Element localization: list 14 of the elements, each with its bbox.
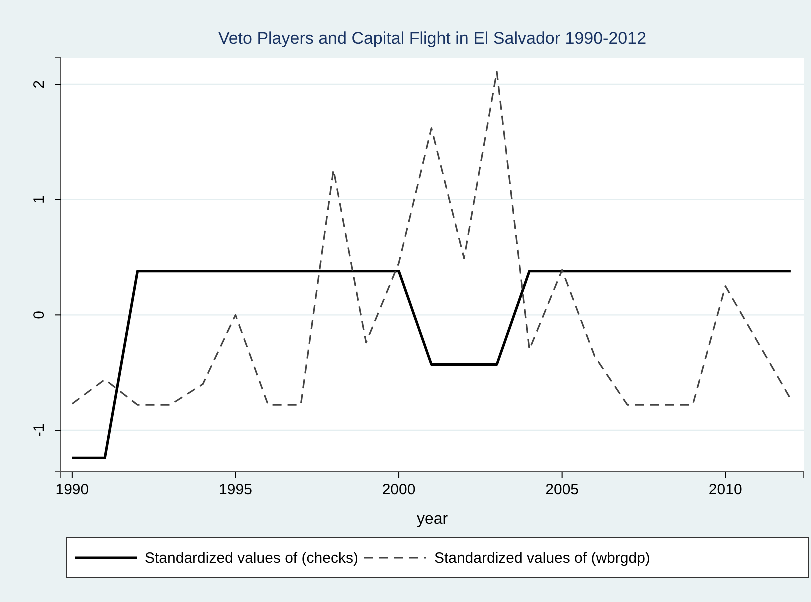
y-tick-label: -1 [31,424,48,438]
y-tick-label: 0 [31,310,48,320]
y-tick-label: 1 [31,196,48,204]
legend-label: Standardized values of (wbrgdp) [434,550,650,567]
chart-title: Veto Players and Capital Flight in El Salvador 1990-2012 [218,29,647,48]
y-tick-label: 2 [31,80,48,89]
x-tick-label: 1995 [219,482,252,498]
x-tick-label: 1990 [56,482,90,498]
line-series [72,71,792,406]
x-tick-label: 2010 [708,482,742,498]
x-axis-title: year [416,511,449,528]
legend-label: Standardized values of (checks) [145,550,358,567]
x-tick-label: 2005 [546,482,580,498]
x-tick-label: 2000 [382,482,416,498]
